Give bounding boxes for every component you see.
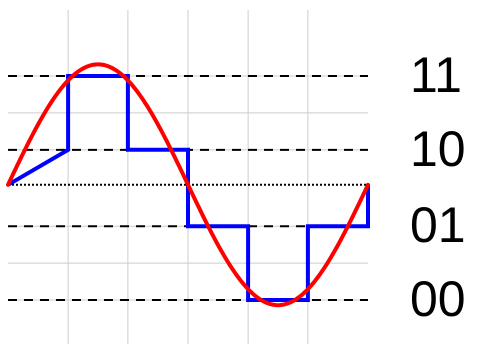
code-label-10: 10 [410,120,466,177]
quantized-step-series [6,74,370,302]
analog-sine-series [6,62,370,308]
code-label-00: 00 [410,270,466,327]
code-label-11: 11 [410,47,462,104]
code-label-01: 01 [410,197,466,254]
